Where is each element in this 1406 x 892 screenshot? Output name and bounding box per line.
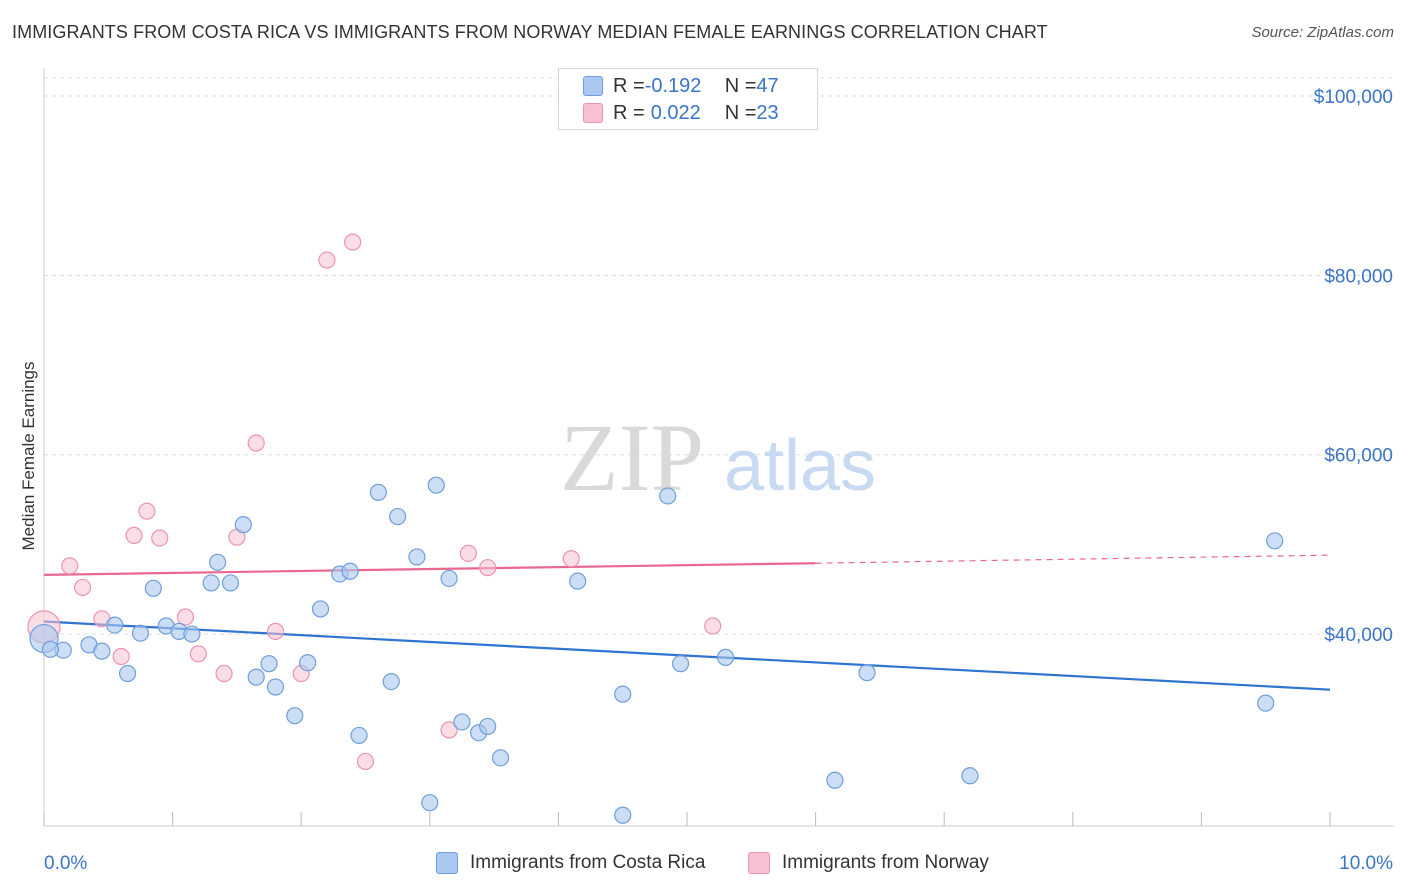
costa-rica-point bbox=[341, 562, 359, 580]
points-layer bbox=[27, 233, 1284, 824]
costa-rica-point bbox=[491, 749, 510, 767]
costa-rica-point bbox=[569, 572, 587, 590]
y-tick-label: $100,000 bbox=[1314, 87, 1393, 108]
norway-point bbox=[176, 608, 195, 626]
costa-rica-point bbox=[369, 483, 387, 501]
norway-legend-swatch bbox=[748, 852, 770, 874]
watermark: ZIP atlas bbox=[560, 404, 876, 511]
costa-rica-point bbox=[311, 600, 330, 618]
legend-n-value: 47 bbox=[756, 74, 779, 97]
norway-point bbox=[356, 752, 375, 771]
y-axis-label: Median Female Earnings bbox=[19, 362, 38, 551]
x-tick-label: 0.0% bbox=[44, 853, 87, 874]
costa-rica-point bbox=[382, 673, 400, 691]
costa-rica-point bbox=[479, 717, 497, 736]
costa-rica-point bbox=[202, 574, 220, 592]
norway-point bbox=[266, 622, 285, 640]
costa-rica-point bbox=[299, 654, 317, 672]
series-legend: Immigrants from Costa Rica Immigrants fr… bbox=[0, 850, 1406, 880]
watermark-zip: ZIP bbox=[560, 404, 704, 511]
costa-rica-point bbox=[247, 668, 265, 686]
norway-point bbox=[112, 647, 130, 666]
legend-item-costa-rica[interactable]: Immigrants from Costa Rica bbox=[436, 852, 705, 874]
legend-row-norway: R = 0.022 N = 23 bbox=[583, 100, 779, 126]
legend-n-label: N = bbox=[724, 74, 757, 97]
watermark-atlas: atlas bbox=[724, 426, 876, 506]
costa-rica-point bbox=[221, 574, 240, 592]
chart-title: IMMIGRANTS FROM COSTA RICA VS IMMIGRANTS… bbox=[12, 22, 1048, 42]
norway-point bbox=[151, 529, 169, 547]
legend-r-label: R = bbox=[613, 74, 645, 97]
trend-layer bbox=[43, 554, 1331, 691]
costa-rica-point bbox=[93, 642, 111, 660]
legend-n-value: 23 bbox=[756, 101, 779, 124]
legend-item-norway[interactable]: Immigrants from Norway bbox=[748, 852, 989, 874]
costa-rica-legend-swatch bbox=[436, 852, 458, 874]
source-credit: Source: ZipAtlas.com bbox=[1251, 24, 1394, 41]
x-tick-label: 10.0% bbox=[1339, 853, 1393, 874]
costa-rica-point bbox=[440, 569, 458, 588]
legend-n-label: N = bbox=[724, 101, 757, 124]
costa-rica-point bbox=[659, 487, 677, 505]
norway-point bbox=[344, 233, 362, 251]
costa-rica-point bbox=[614, 806, 632, 824]
costa-rica-point bbox=[408, 548, 426, 566]
costa-rica-point bbox=[427, 476, 445, 494]
legend-r-value: 0.022 bbox=[650, 101, 701, 124]
costa-rica-point bbox=[826, 771, 844, 789]
costa-rica-point bbox=[350, 726, 368, 745]
costa-rica-point bbox=[118, 664, 137, 683]
legend-row-costa-rica: R = -0.192 N = 47 bbox=[583, 73, 779, 99]
norway-point bbox=[440, 721, 458, 739]
axis-layer: $40,000 $60,000 $80,000 $100,000 0.0% 10.0% bbox=[43, 68, 1394, 874]
costa-rica-point bbox=[260, 655, 278, 673]
norway-point bbox=[479, 559, 497, 577]
costa-rica-point bbox=[421, 794, 439, 812]
costa-rica-swatch bbox=[583, 76, 603, 96]
y-tick-label: $40,000 bbox=[1324, 625, 1393, 646]
costa-rica-point bbox=[131, 624, 150, 642]
norway-point bbox=[562, 550, 580, 568]
norway-point bbox=[73, 578, 92, 597]
y-tick-label: $60,000 bbox=[1324, 446, 1393, 467]
costa-rica-point bbox=[1266, 532, 1284, 550]
costa-rica-point bbox=[1257, 694, 1275, 712]
norway-swatch bbox=[583, 103, 603, 123]
norway-point bbox=[247, 434, 265, 452]
y-tick-label: $80,000 bbox=[1324, 266, 1393, 287]
legend-label-costa-rica: Immigrants from Costa Rica bbox=[470, 852, 706, 873]
norway-point bbox=[138, 502, 156, 520]
legend-label-norway: Immigrants from Norway bbox=[782, 852, 989, 873]
norway-point bbox=[125, 526, 143, 545]
norway-trend-extension bbox=[815, 554, 1331, 564]
norway-point bbox=[215, 664, 233, 683]
costa-rica-point bbox=[286, 707, 304, 725]
norway-point bbox=[704, 617, 722, 635]
costa-rica-point bbox=[183, 625, 201, 643]
costa-rica-point bbox=[234, 516, 252, 534]
stats-legend: R = -0.192 N = 47 R = 0.022 N = 23 bbox=[558, 68, 818, 130]
costa-rica-point bbox=[961, 767, 979, 785]
legend-r-label: R = bbox=[613, 101, 645, 124]
norway-point bbox=[189, 645, 207, 663]
grid-layer bbox=[44, 77, 1394, 635]
costa-rica-point bbox=[614, 685, 632, 703]
costa-rica-point bbox=[106, 616, 124, 634]
norway-point bbox=[61, 557, 79, 575]
costa-rica-point bbox=[389, 507, 407, 526]
costa-rica-point bbox=[209, 553, 227, 571]
costa-rica-point bbox=[716, 648, 735, 666]
costa-rica-point bbox=[266, 678, 285, 696]
costa-rica-point bbox=[453, 713, 471, 731]
costa-rica-point bbox=[41, 640, 60, 658]
costa-rica-trend-line bbox=[43, 620, 1331, 691]
costa-rica-point bbox=[671, 655, 690, 673]
norway-trend-line bbox=[43, 562, 816, 576]
legend-r-value: -0.192 bbox=[644, 74, 702, 97]
costa-rica-point bbox=[144, 579, 162, 597]
costa-rica-point bbox=[858, 664, 876, 682]
norway-point bbox=[459, 544, 477, 562]
norway-point bbox=[318, 251, 336, 269]
